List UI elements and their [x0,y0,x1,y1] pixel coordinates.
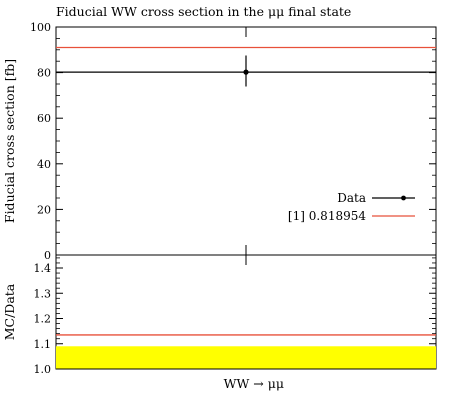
chart-title: Fiducial WW cross section in the μμ fina… [56,4,351,19]
main-y-tick-label: 40 [37,158,51,171]
main-y-tick-label: 100 [30,21,51,34]
main-y-tick-label: 80 [37,67,51,80]
x-axis-label: WW → μμ [224,376,284,391]
data-point [243,69,249,75]
ratio-y-tick-label: 1.4 [34,262,52,275]
legend-entry-data-label: Data [337,191,366,205]
main-y-tick-label: 0 [44,249,51,262]
main-y-tick-label: 60 [37,112,51,125]
ratio-y-tick-label: 1.3 [34,287,52,300]
legend-entry-data-marker [401,195,406,201]
ratio-y-axis: 1.0 1.1 1.2 1.3 1.4 [34,257,436,376]
ratio-y-tick-label: 1.1 [34,338,52,351]
legend: Data [1] 0.818954 [288,191,415,223]
main-y-axis: 0 20 40 60 80 100 [30,21,436,262]
main-y-axis-label: Fiducial cross section [fb] [2,59,17,223]
main-y-tick-label: 20 [37,203,51,216]
legend-entry-mc-label: [1] 0.818954 [288,209,366,223]
ratio-y-tick-label: 1.2 [34,313,52,326]
ratio-data-uncertainty-band [56,346,436,369]
ratio-y-axis-label: MC/Data [2,283,17,340]
ratio-y-tick-label: 1.0 [34,363,52,376]
